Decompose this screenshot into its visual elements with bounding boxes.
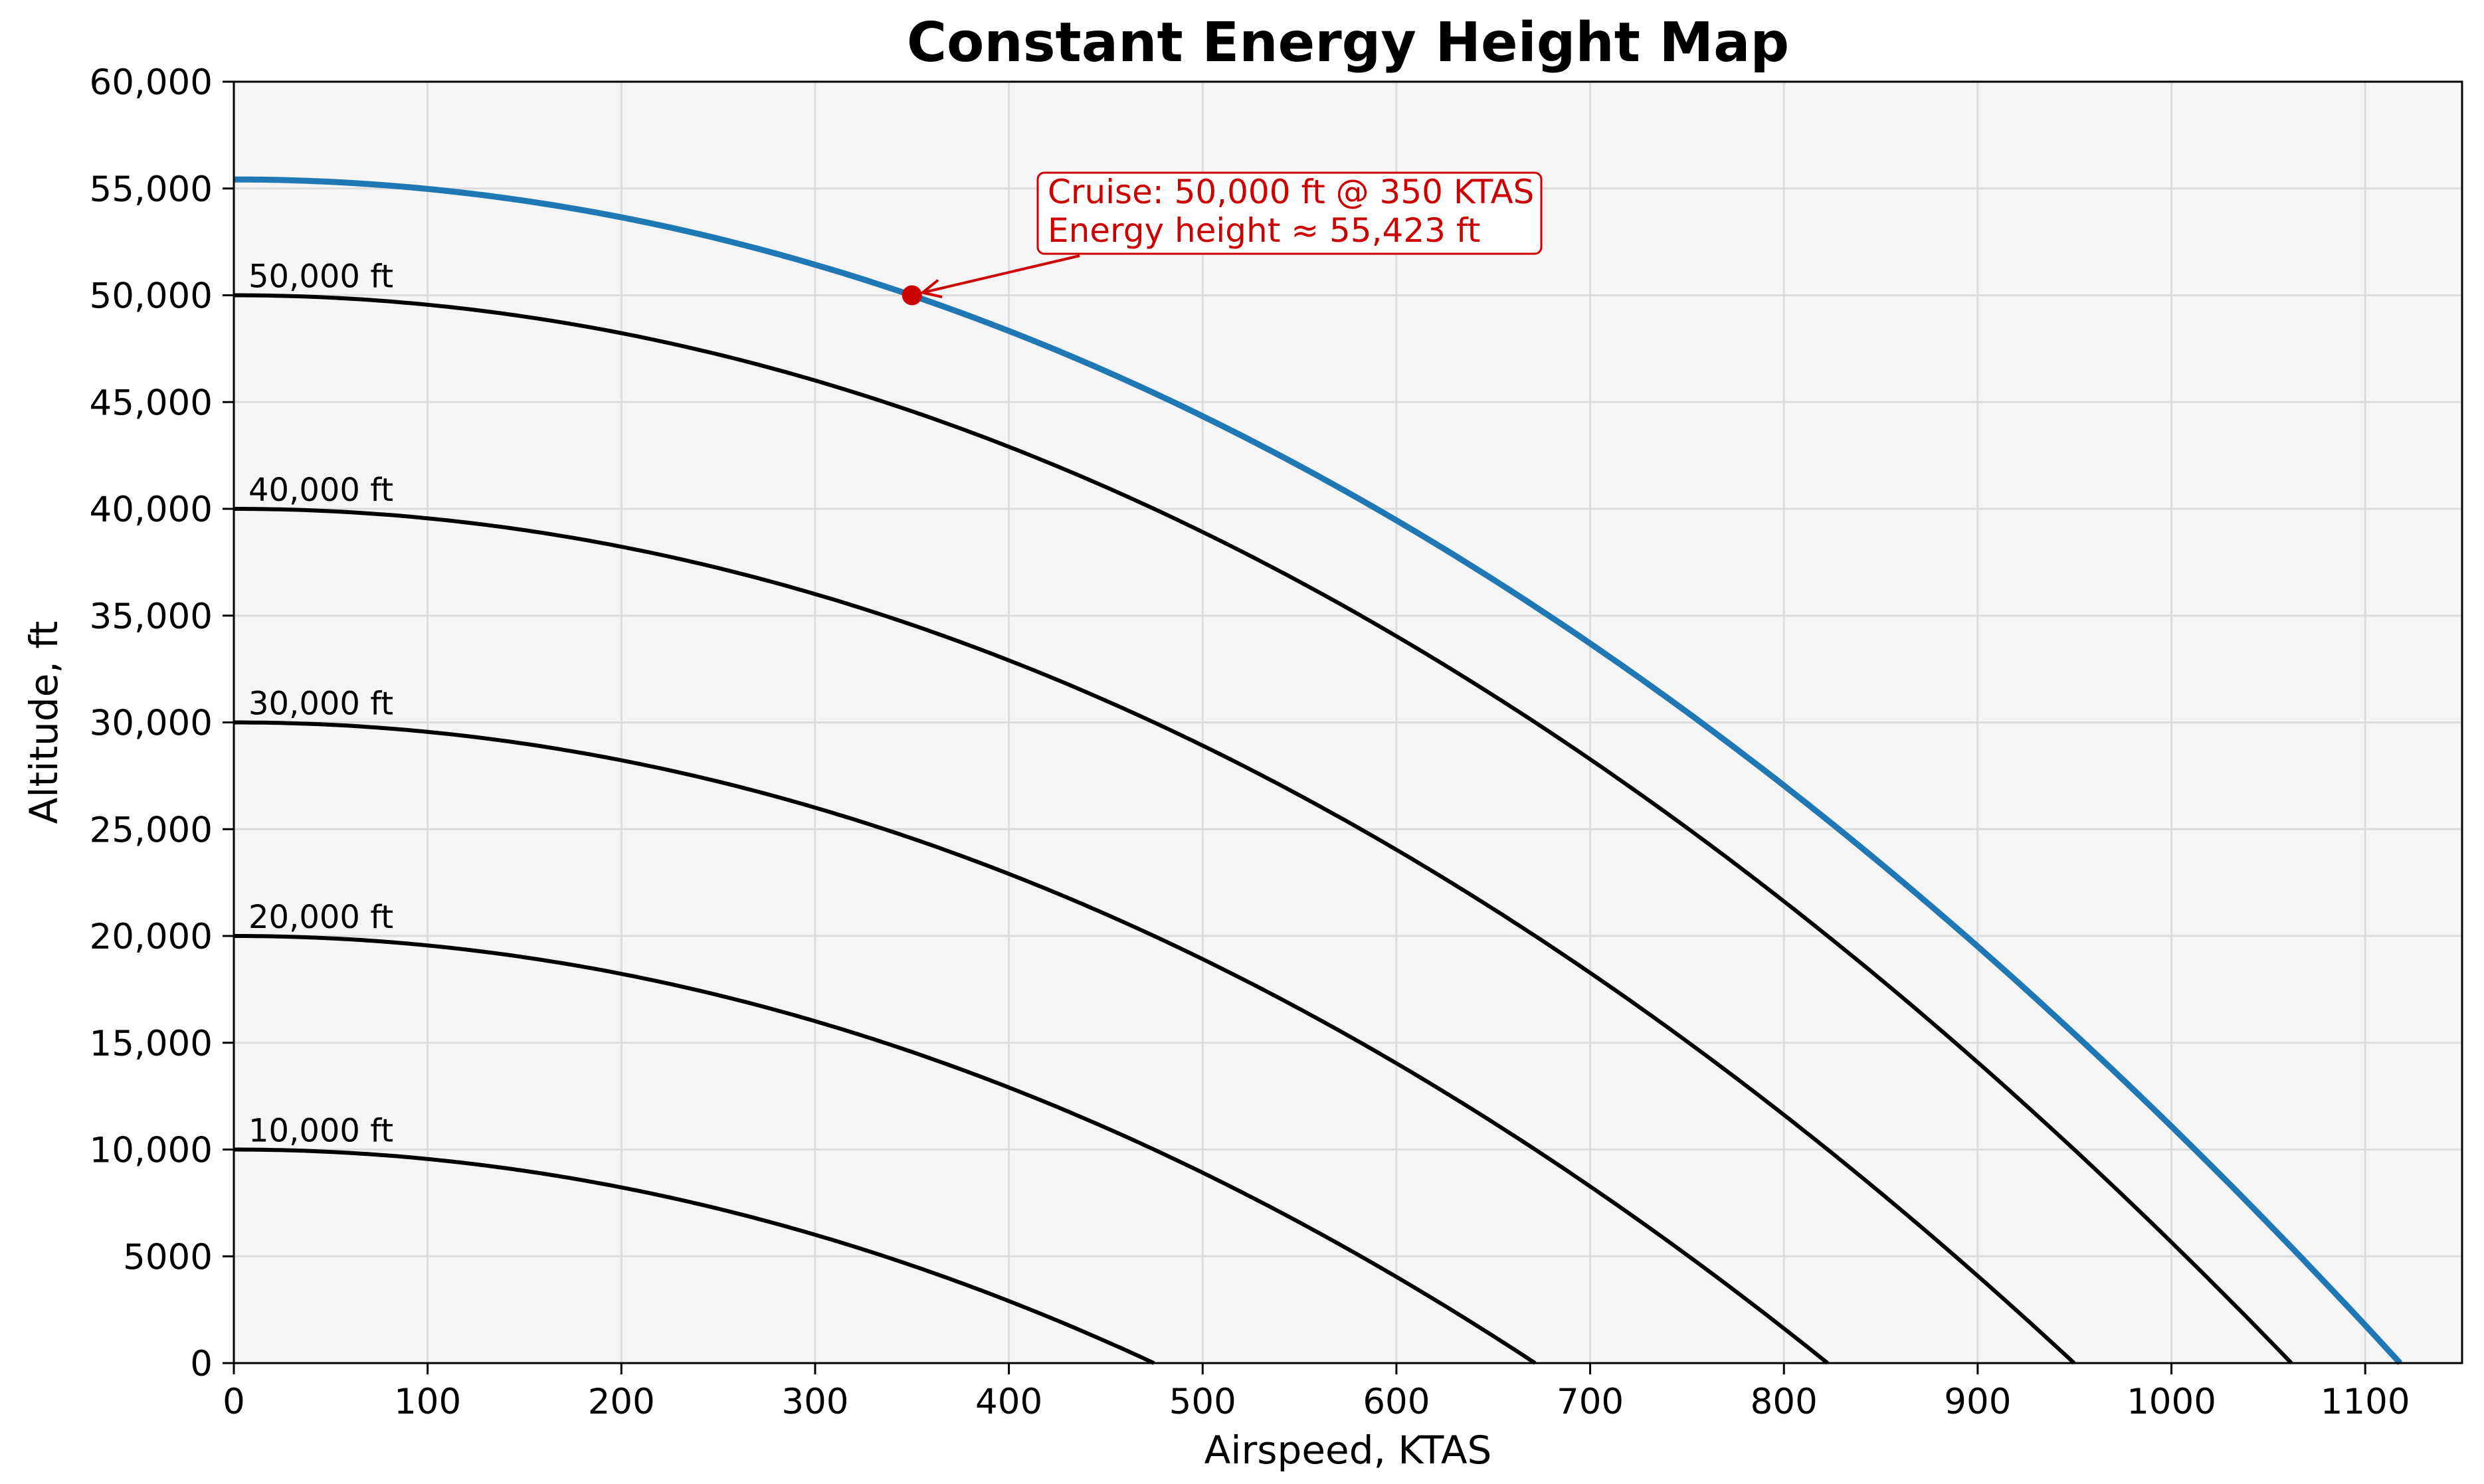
energy-curve xyxy=(234,934,1537,1365)
y-tick-label: 30,000 xyxy=(90,703,213,744)
curve-label: 20,000 ft xyxy=(248,899,393,936)
y-tick-label: 50,000 xyxy=(90,276,213,317)
curve-label: 30,000 ft xyxy=(248,686,393,723)
curve-label: 50,000 ft xyxy=(248,258,393,296)
y-axis-label: Altitude, ft xyxy=(21,621,66,824)
energy-curve xyxy=(234,720,1829,1365)
x-tick-label: 300 xyxy=(781,1382,848,1422)
y-tick-label: 15,000 xyxy=(90,1024,213,1064)
x-tick-label: 500 xyxy=(1169,1382,1236,1422)
annotation-line-2: Energy height ≈ 55,423 ft xyxy=(1048,211,1480,250)
curve-label: 10,000 ft xyxy=(248,1113,393,1150)
y-axis: 0 5000 10,000 15,000 20,000 25,000 30,000 35,00… xyxy=(90,62,234,1384)
y-tick-label: 25,000 xyxy=(90,810,213,850)
y-tick-label: 40,000 xyxy=(90,490,213,530)
y-tick-label: 35,000 xyxy=(90,597,213,637)
energy-curve xyxy=(234,1147,1155,1365)
x-tick-label: 600 xyxy=(1363,1382,1430,1422)
y-tick-label: 60,000 xyxy=(90,62,213,103)
x-tick-label: 800 xyxy=(1751,1382,1818,1422)
curve-label: 40,000 ft xyxy=(248,472,393,509)
y-tick-label: 55,000 xyxy=(90,169,213,210)
x-tick-label: 1000 xyxy=(2127,1382,2216,1422)
cruise-annotation: Cruise: 50,000 ft @ 350 KTAS Energy heig… xyxy=(902,171,1543,306)
annotation-arrow xyxy=(922,254,1080,294)
x-tick-label: 0 xyxy=(223,1382,245,1422)
energy-curve xyxy=(234,507,2076,1365)
y-tick-label: 45,000 xyxy=(90,383,213,423)
x-tick-label: 700 xyxy=(1557,1382,1624,1422)
x-tick-label: 100 xyxy=(394,1382,461,1422)
cruise-point xyxy=(902,285,922,306)
x-tick-label: 400 xyxy=(975,1382,1042,1422)
x-tick-label: 200 xyxy=(588,1382,655,1422)
y-tick-label: 10,000 xyxy=(90,1131,213,1171)
x-axis: 0 100 200 300 400 500 600 700 800 900 1000 1100 xyxy=(223,1363,2410,1422)
annotation-arrowhead xyxy=(919,279,943,298)
y-tick-label: 20,000 xyxy=(90,917,213,957)
energy-curves xyxy=(234,176,2403,1366)
annotation-line-1: Cruise: 50,000 ft @ 350 KTAS xyxy=(1048,173,1534,211)
y-tick-label: 0 xyxy=(190,1344,213,1384)
x-tick-label: 1100 xyxy=(2321,1382,2410,1422)
curve-labels: 10,000 ft 20,000 ft 30,000 ft 40,000 ft 50,0… xyxy=(248,258,393,1150)
x-axis-label: Airspeed, KTAS xyxy=(1204,1428,1492,1473)
x-tick-label: 900 xyxy=(1944,1382,2011,1422)
energy-curve xyxy=(234,176,2403,1366)
y-tick-label: 5000 xyxy=(123,1237,213,1277)
chart-title: Constant Energy Height Map xyxy=(907,11,1789,74)
annotation-box xyxy=(1036,171,1543,255)
energy-curve xyxy=(234,293,2293,1365)
